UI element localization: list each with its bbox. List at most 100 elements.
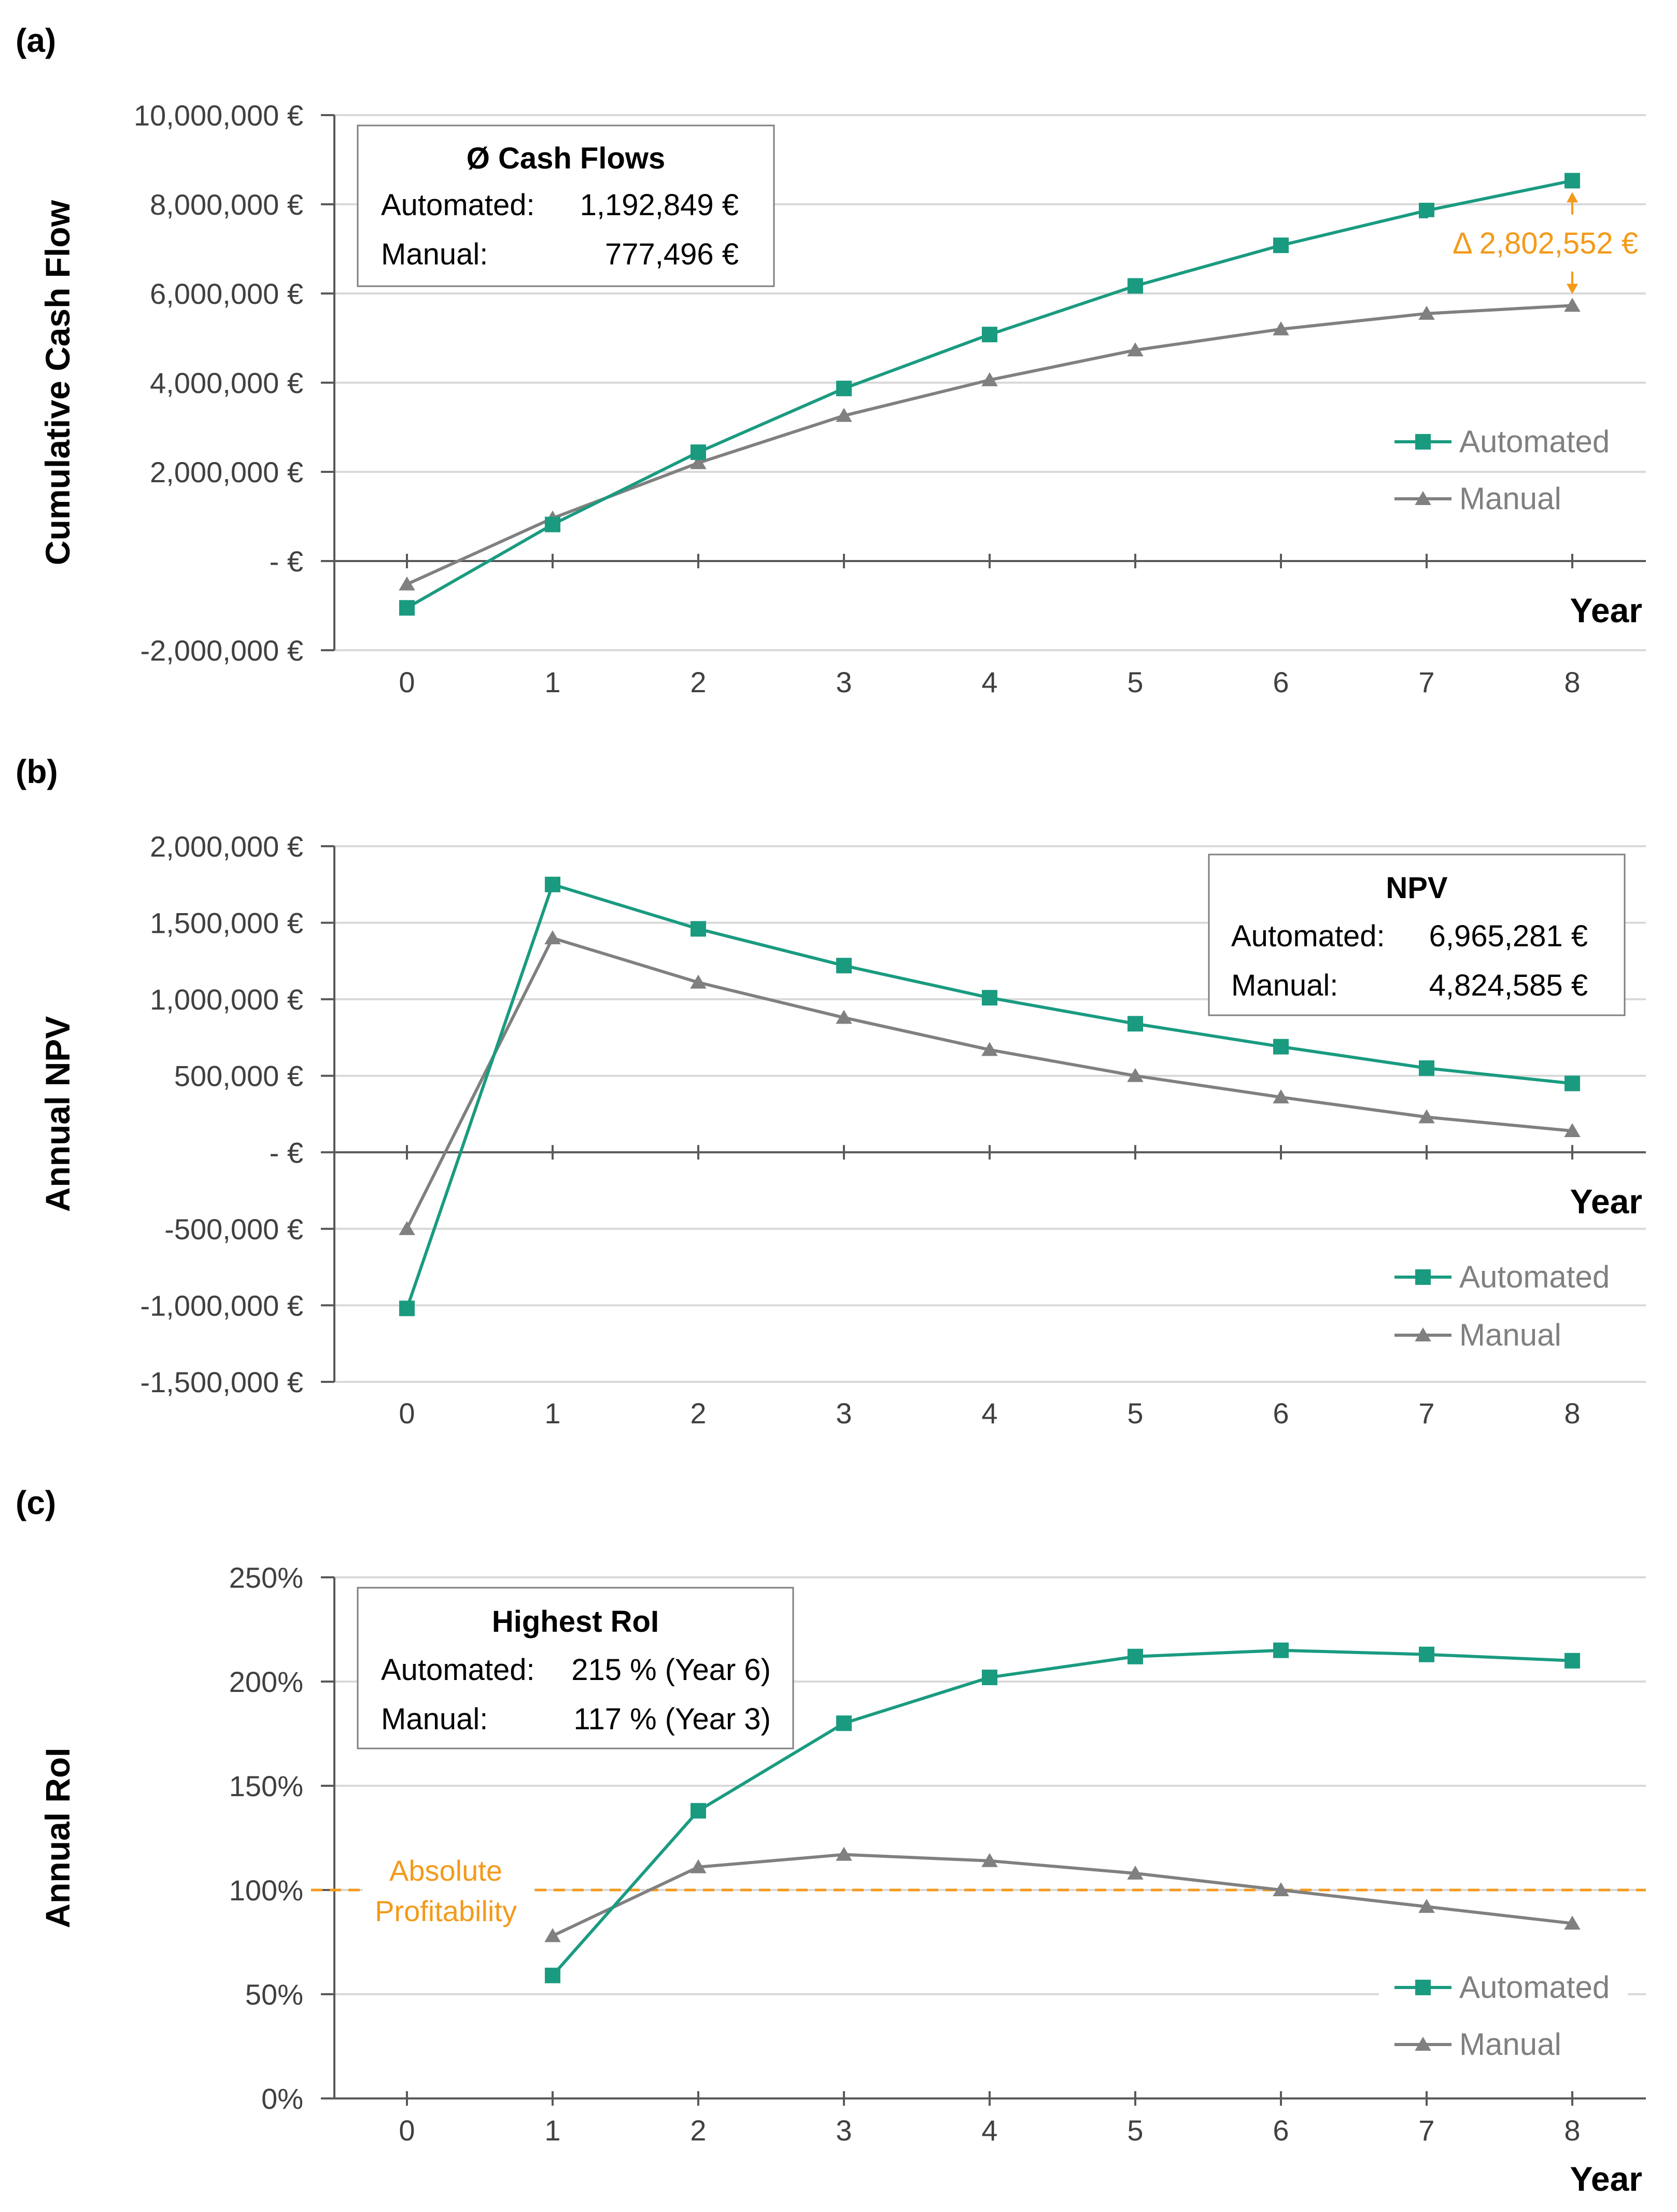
y-tick-label: 10,000,000 € [134, 99, 303, 132]
panel-label: (b) [16, 753, 58, 790]
data-point-automated [982, 1669, 997, 1685]
data-point-manual [836, 1010, 852, 1024]
y-tick-label: 6,000,000 € [150, 277, 303, 310]
x-tick-label: 6 [1273, 666, 1289, 698]
x-tick-label: 7 [1418, 1397, 1434, 1430]
reference-label-line-1: Absolute [389, 1854, 502, 1887]
legend-label-manual: Manual [1459, 2027, 1561, 2062]
data-point-manual [1418, 305, 1435, 320]
x-tick-label: 7 [1418, 2114, 1434, 2147]
x-tick-label: 8 [1564, 2114, 1580, 2147]
annotation-arrowhead-down [1567, 284, 1578, 295]
y-tick-label: 4,000,000 € [150, 367, 303, 399]
data-point-manual [1418, 1109, 1435, 1124]
annotation-bg [1428, 217, 1641, 269]
data-point-automated [982, 990, 997, 1006]
data-point-automated [690, 1803, 706, 1819]
y-tick-label: 1,500,000 € [150, 907, 303, 940]
data-point-automated [1565, 173, 1580, 189]
x-tick-label: 0 [399, 1397, 415, 1430]
series-line-manual [552, 1853, 1573, 1938]
x-tick-label: 4 [981, 2114, 997, 2147]
annotation-delta-label: Δ 2,802,552 € [1453, 227, 1638, 260]
info-box-label: Automated: [381, 1653, 535, 1687]
data-point-manual [1127, 342, 1144, 357]
x-tick-label: 7 [1418, 666, 1434, 698]
info-box-frame [1208, 853, 1626, 1016]
data-point-automated [1128, 278, 1143, 294]
y-axis-label: Cumulative Cash Flow [38, 200, 77, 565]
panel-label: (a) [16, 22, 56, 59]
info-box-label: Manual: [381, 237, 488, 271]
x-tick-label: 3 [836, 666, 852, 698]
x-tick-label: 6 [1273, 1397, 1289, 1430]
x-tick-label: 1 [544, 1397, 560, 1430]
legend-marker-manual [1415, 1327, 1431, 1341]
legend: Automated Manual [1379, 420, 1628, 523]
legend-marker-manual [1415, 2037, 1431, 2051]
data-point-automated [1565, 1075, 1580, 1091]
legend: Automated Manual [1379, 1255, 1628, 1359]
data-point-automated [399, 600, 415, 616]
info-box-value: 117 % (Year 3) [574, 1702, 771, 1736]
data-point-manual [544, 930, 561, 945]
x-tick-label: 8 [1564, 666, 1580, 698]
y-axis-label: Annual RoI [38, 1747, 77, 1928]
data-point-automated [545, 876, 560, 892]
data-point-manual [1127, 1865, 1144, 1880]
x-tick-label: 4 [981, 1397, 997, 1430]
data-point-manual [544, 1928, 561, 1942]
data-point-manual [1127, 1068, 1144, 1082]
data-point-automated [1128, 1016, 1143, 1032]
x-tick-label: 3 [836, 2114, 852, 2147]
x-axis-label: Year [1570, 591, 1642, 629]
y-tick-label: 150% [229, 1770, 303, 1802]
data-point-manual [399, 1221, 415, 1235]
data-point-manual [1564, 1123, 1581, 1137]
x-tick-label: 4 [981, 666, 997, 698]
data-point-manual [1564, 1915, 1581, 1930]
data-point-automated [1419, 203, 1434, 219]
data-point-manual [981, 1042, 998, 1056]
info-box-label: Automated: [381, 188, 535, 222]
info-box-label: Automated: [1231, 919, 1385, 953]
x-tick-label: 3 [836, 1397, 852, 1430]
data-point-manual [1273, 1882, 1289, 1896]
y-tick-label: - € [270, 545, 303, 578]
x-tick-label: 0 [399, 666, 415, 698]
info-box: Highest RoI Automated: 215 % (Year 6) Manua… [357, 1587, 794, 1749]
legend-label-automated: Automated [1459, 1970, 1610, 2005]
info-box-label: Manual: [381, 1702, 488, 1736]
x-tick-label: 2 [690, 666, 706, 698]
x-axis-label: Year [1570, 2160, 1642, 2198]
info-box-title: Ø Cash Flows [467, 142, 666, 175]
y-tick-label: -1,000,000 € [140, 1289, 303, 1322]
y-tick-label: 250% [229, 1561, 303, 1594]
x-tick-label: 2 [690, 2114, 706, 2147]
legend-marker-automated [1415, 1980, 1431, 1995]
info-box-value: 4,824,585 € [1429, 969, 1588, 1002]
data-point-manual [1564, 298, 1581, 312]
x-tick-label: 5 [1127, 666, 1143, 698]
x-tick-label: 8 [1564, 1397, 1580, 1430]
legend-marker-automated [1415, 1269, 1431, 1285]
legend-label-automated: Automated [1459, 424, 1610, 459]
y-tick-label: -1,500,000 € [140, 1366, 303, 1398]
legend-marker-automated [1415, 434, 1431, 450]
data-point-automated [836, 958, 852, 974]
data-point-automated [836, 381, 852, 397]
data-point-automated [1419, 1646, 1434, 1662]
x-tick-label: 6 [1273, 2114, 1289, 2147]
x-tick-label: 5 [1127, 1397, 1143, 1430]
data-point-manual [690, 455, 707, 469]
series-line-automated [551, 1648, 1573, 1977]
data-point-automated [1128, 1648, 1143, 1664]
annotation-arrowhead-up [1567, 192, 1578, 203]
data-point-automated [836, 1715, 852, 1731]
info-box-value: 1,192,849 € [580, 188, 739, 222]
legend-marker-manual [1415, 491, 1431, 505]
reference-label-line-2: Profitability [375, 1895, 517, 1927]
y-tick-label: 200% [229, 1665, 303, 1698]
